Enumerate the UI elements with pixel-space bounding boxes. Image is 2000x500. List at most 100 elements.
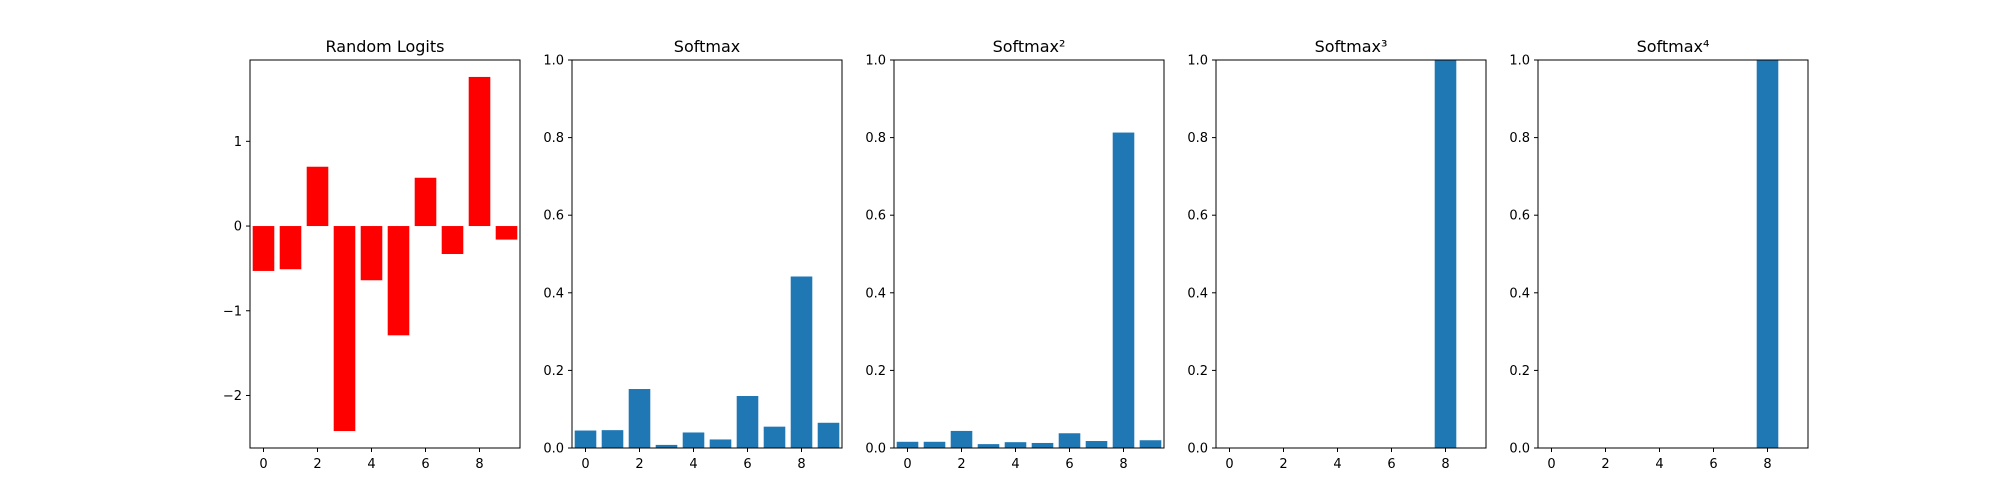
x-tick-label: 8 xyxy=(1441,457,1449,472)
y-tick-label: 1.0 xyxy=(543,54,564,69)
bar-series xyxy=(574,276,840,448)
y-tick-label: 0.0 xyxy=(1187,442,1208,457)
x-tick-label: 6 xyxy=(421,457,429,472)
bar xyxy=(601,430,624,448)
plot-frame xyxy=(571,59,843,449)
chart-title: Random Logits xyxy=(326,37,445,56)
x-tick-label: 2 xyxy=(313,457,321,472)
bar xyxy=(414,177,437,227)
y-tick-label: 1 xyxy=(234,135,242,150)
chart-panel-3: 0 2 4 6 8 0.0 0.2 0.4 0.6 0.8 1.0 Softmax² xyxy=(865,37,1165,472)
y-tick-label: 0.0 xyxy=(1509,442,1530,457)
x-tick-label: 8 xyxy=(475,457,483,472)
x-tick-label: 0 xyxy=(1547,457,1555,472)
x-tick-label: 0 xyxy=(903,457,911,472)
x-tick-label: 2 xyxy=(635,457,643,472)
bar xyxy=(468,76,491,227)
bar xyxy=(790,276,813,448)
x-tick-label: 8 xyxy=(1763,457,1771,472)
bar xyxy=(360,226,383,281)
chart-panel-1: 0 2 4 6 8 −2 −1 0 1 Random Logits xyxy=(223,37,521,472)
y-tick-label: 0.6 xyxy=(1509,209,1530,224)
x-tick-label: 2 xyxy=(1279,457,1287,472)
chart-panel-2: 0 2 4 6 8 0.0 0.2 0.4 0.6 0.8 1.0 Softmax xyxy=(543,37,843,472)
x-tick-label: 6 xyxy=(1065,457,1073,472)
y-tick-label: 0.4 xyxy=(865,286,886,301)
bar xyxy=(387,226,410,336)
y-tick-label: 1.0 xyxy=(1187,54,1208,69)
bar xyxy=(1004,442,1027,448)
bar xyxy=(252,226,275,271)
bar xyxy=(1434,60,1457,448)
bar xyxy=(682,432,705,448)
x-tick-label: 6 xyxy=(1387,457,1395,472)
bar-series xyxy=(252,76,518,432)
y-tick-label: 0.4 xyxy=(1187,286,1208,301)
bar-series xyxy=(1434,60,1457,448)
chart-panel-5: 0 2 4 6 8 0.0 0.2 0.4 0.6 0.8 1.0 Softmax⁴ xyxy=(1509,37,1809,472)
x-tick-label: 4 xyxy=(1655,457,1663,472)
y-tick-label: 0.2 xyxy=(543,364,564,379)
y-tick-label: 0.4 xyxy=(543,286,564,301)
plot-frame xyxy=(1537,59,1809,449)
bar xyxy=(1058,433,1081,448)
x-tick-label: 6 xyxy=(743,457,751,472)
x-tick-label: 0 xyxy=(581,457,589,472)
y-tick-label: 1.0 xyxy=(1509,54,1530,69)
y-tick-label: 0.2 xyxy=(865,364,886,379)
y-tick-label: 0.8 xyxy=(1187,131,1208,146)
x-tick-label: 4 xyxy=(367,457,375,472)
bar xyxy=(736,396,759,448)
bar xyxy=(628,389,651,448)
chart-panel-4: 0 2 4 6 8 0.0 0.2 0.4 0.6 0.8 1.0 Softmax³ xyxy=(1187,37,1487,472)
y-tick-label: 0.8 xyxy=(1509,131,1530,146)
x-tick-label: 6 xyxy=(1709,457,1717,472)
y-tick-label: 0.2 xyxy=(1509,364,1530,379)
bar xyxy=(1085,441,1108,448)
x-tick-label: 2 xyxy=(957,457,965,472)
bar xyxy=(1031,442,1054,448)
x-tick-label: 4 xyxy=(1333,457,1341,472)
x-tick-label: 0 xyxy=(259,457,267,472)
bar xyxy=(574,430,597,448)
chart-title: Softmax⁴ xyxy=(1637,37,1710,56)
bar xyxy=(655,444,678,448)
x-tick-label: 0 xyxy=(1225,457,1233,472)
bar xyxy=(896,441,919,448)
y-tick-label: 0.0 xyxy=(865,442,886,457)
y-tick-label: 0.8 xyxy=(865,131,886,146)
bar-series xyxy=(1756,60,1779,448)
plot-frame xyxy=(893,59,1165,449)
panels: 0 2 4 6 8 −2 −1 0 1 Random Logits 0 2 4 6 8 0.0 0.2 0.4 0.… xyxy=(223,37,1809,472)
bar xyxy=(1756,60,1779,448)
x-tick-label: 8 xyxy=(797,457,805,472)
y-tick-label: 0.4 xyxy=(1509,286,1530,301)
x-tick-label: 4 xyxy=(689,457,697,472)
bar xyxy=(950,430,973,448)
y-tick-label: 0 xyxy=(234,220,242,235)
x-tick-label: 4 xyxy=(1011,457,1019,472)
y-tick-label: 0.6 xyxy=(865,209,886,224)
bar xyxy=(763,426,786,448)
bar xyxy=(709,439,732,448)
bar xyxy=(1112,132,1135,448)
y-tick-label: 0.0 xyxy=(543,442,564,457)
y-tick-label: −1 xyxy=(223,304,242,319)
bar xyxy=(279,226,302,270)
chart-title: Softmax³ xyxy=(1315,37,1388,56)
y-tick-label: 0.2 xyxy=(1187,364,1208,379)
bar xyxy=(441,226,464,254)
bar xyxy=(923,441,946,448)
bar xyxy=(977,444,1000,448)
y-tick-label: 0.6 xyxy=(1187,209,1208,224)
bar xyxy=(306,166,329,227)
plot-frame xyxy=(249,59,521,449)
bar xyxy=(1139,440,1162,448)
x-tick-label: 2 xyxy=(1601,457,1609,472)
y-tick-label: 0.8 xyxy=(543,131,564,146)
bar xyxy=(817,422,840,448)
y-tick-label: 1.0 xyxy=(865,54,886,69)
y-tick-label: 0.6 xyxy=(543,209,564,224)
x-tick-label: 8 xyxy=(1119,457,1127,472)
